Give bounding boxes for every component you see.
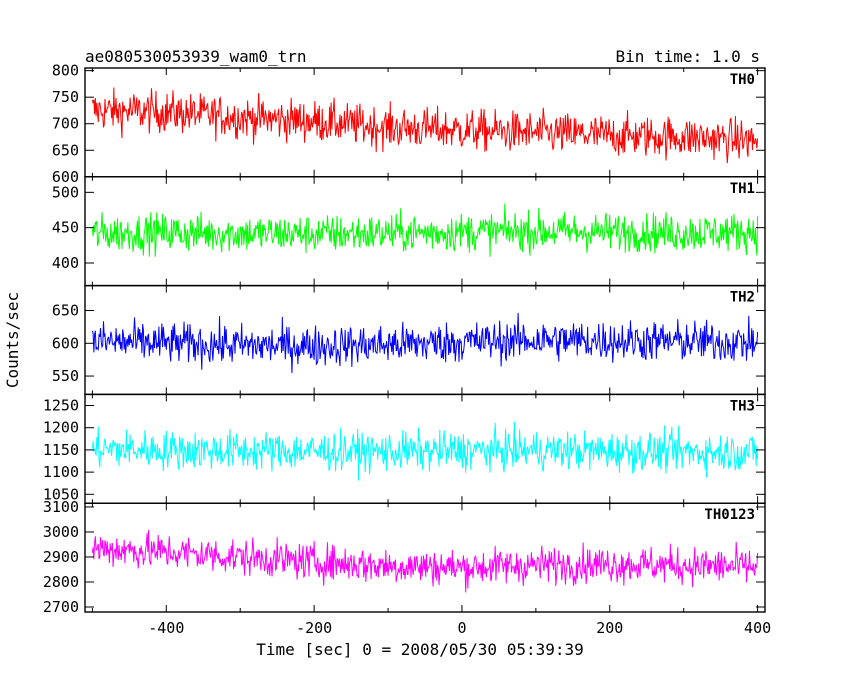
panel-label: TH1: [730, 181, 755, 197]
panel-th0: 600 650 700 750 800 TH0: [52, 62, 766, 186]
series-line-th2: [91, 312, 759, 374]
y-tick-label: 1150: [43, 441, 79, 459]
series-line-th1: [91, 203, 759, 257]
panel-label: TH3: [730, 398, 755, 414]
x-tick-label: 200: [596, 619, 623, 637]
y-tick-label: 1200: [43, 419, 79, 437]
x-tick-label: -200: [296, 619, 332, 637]
y-tick-label: 700: [52, 115, 79, 133]
bin-time-label: Bin time: 1.0 s: [616, 47, 761, 66]
y-tick-label: 1250: [43, 397, 79, 415]
series-line-th0123: [91, 529, 759, 593]
y-tick-label: 2700: [43, 598, 79, 616]
y-tick-label: 3100: [43, 498, 79, 516]
x-tick-label: 400: [744, 619, 771, 637]
y-tick-label: 3000: [43, 523, 79, 541]
y-tick-label: 1050: [43, 485, 79, 503]
chart-title: ae080530053939_wam0_trn: [85, 47, 307, 66]
y-tick-label: 600: [52, 334, 79, 352]
y-tick-label: 1100: [43, 463, 79, 481]
x-tick-label: 0: [457, 619, 466, 637]
y-tick-label: 600: [52, 168, 79, 186]
panel-th1: 400 450 500 TH1: [52, 176, 766, 287]
panel-label: TH2: [730, 290, 755, 306]
y-tick-label: 800: [52, 62, 79, 80]
y-tick-label: 750: [52, 88, 79, 106]
y-axis-label: Counts/sec: [3, 292, 22, 388]
panels-group: 600 650 700 750 800 TH0 400 450 500 TH1 550 600 650 T…: [43, 62, 771, 637]
panel-label: TH0123: [704, 507, 755, 523]
y-tick-label: 450: [52, 219, 79, 237]
y-tick-label: 650: [52, 141, 79, 159]
panel-th3: 1050 1100 1150 1200 1250 TH3: [43, 393, 766, 504]
x-axis-label: Time [sec] 0 = 2008/05/30 05:39:39: [256, 640, 584, 659]
y-tick-label: 650: [52, 302, 79, 320]
series-line-th3: [91, 421, 759, 481]
panel-th0123: 2700 2800 2900 3000 3100 TH0123: [43, 498, 766, 616]
y-tick-label: 2900: [43, 548, 79, 566]
y-tick-label: 2800: [43, 573, 79, 591]
y-tick-label: 400: [52, 254, 79, 272]
panel-frame: [84, 502, 766, 613]
panel-label: TH0: [730, 72, 755, 88]
y-tick-label: 500: [52, 183, 79, 201]
x-tick-label: -400: [148, 619, 184, 637]
y-tick-label: 550: [52, 367, 79, 385]
series-line-th0: [91, 87, 759, 164]
panel-th2: 550 600 650 TH2: [52, 284, 766, 396]
